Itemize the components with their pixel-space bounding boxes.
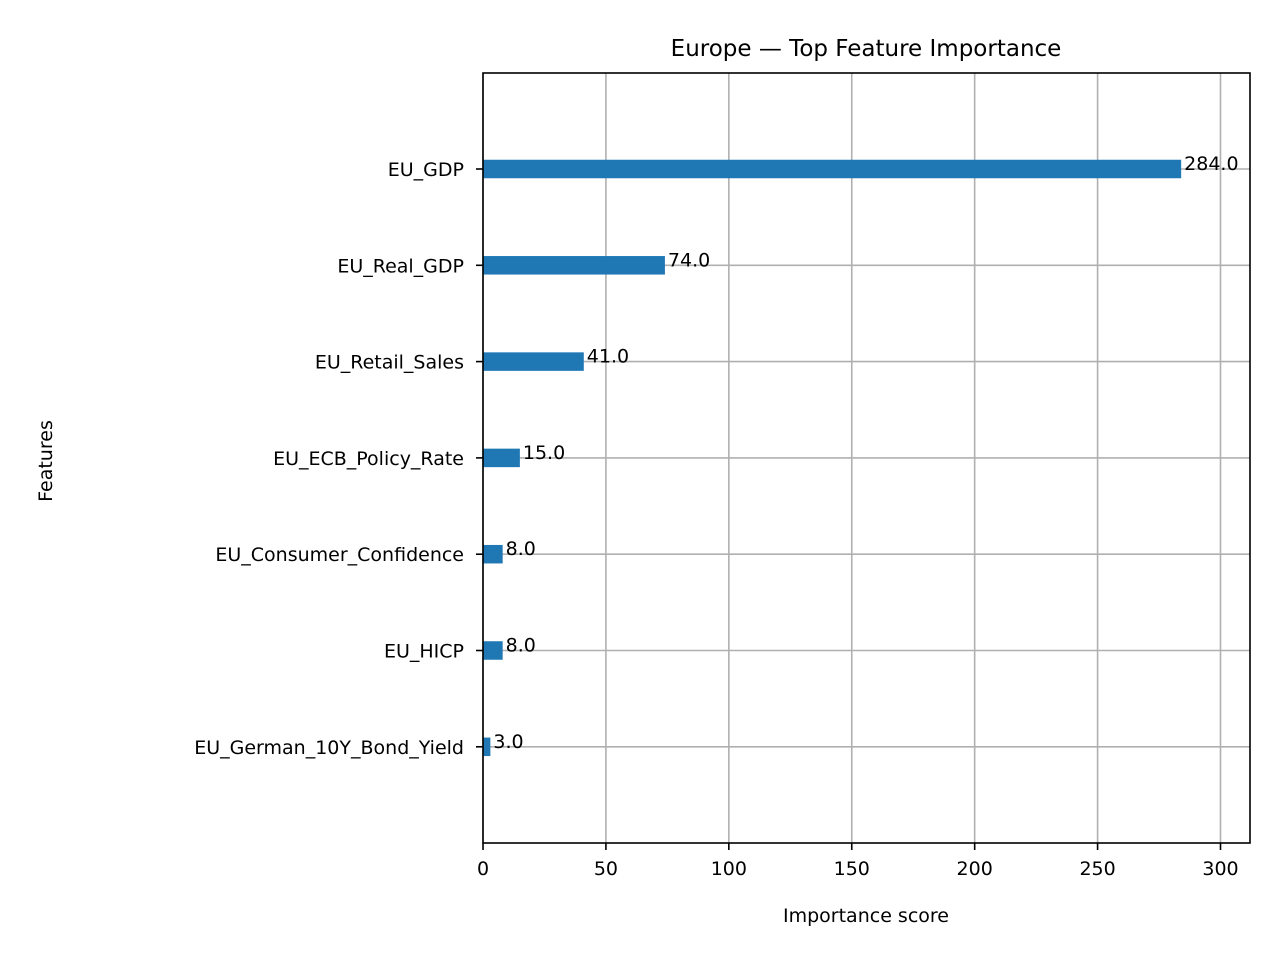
bar-eu-hicp: [483, 641, 503, 660]
y-tick-label: EU_Real_GDP: [337, 255, 464, 277]
bar-eu-consumer-confidence: [483, 544, 503, 564]
bar-value-label: 41.0: [587, 346, 629, 368]
y-tick-label: EU_GDP: [388, 159, 464, 181]
bar-value-label: 284.0: [1184, 153, 1238, 175]
y-tick-label: EU_ECB_Policy_Rate: [273, 448, 464, 470]
bar-value-label: 3.0: [493, 731, 523, 753]
y-tick-label: EU_Consumer_Confidence: [215, 544, 464, 566]
bar-value-label: 8.0: [506, 635, 536, 657]
x-tick-label: 200: [957, 858, 993, 880]
x-tick-label: 100: [711, 858, 747, 880]
x-tick-label: 0: [477, 858, 489, 880]
y-axis-label: Features: [35, 420, 57, 502]
bar-eu-gdp: [483, 159, 1182, 179]
bar-value-label: 15.0: [523, 442, 565, 464]
x-tick-label: 150: [834, 858, 870, 880]
bar-eu-real-gdp: [483, 256, 665, 275]
x-tick-label: 300: [1202, 858, 1238, 880]
bar-eu-ecb-policy-rate: [483, 448, 520, 468]
x-axis-label: Importance score: [783, 905, 949, 927]
labels-layer: 284.0 74.0 41.0 15.0 8.0 8.0 3.0: [493, 153, 1238, 753]
y-tick-label: EU_Retail_Sales: [315, 352, 464, 374]
plot-frame: [482, 72, 1251, 844]
ticks-layer: 0 50 100 150 200 250 300 EU_GDP EU_Real_GDP EU_Re…: [194, 159, 1238, 880]
bars-layer: [483, 159, 1182, 757]
y-tick-label: EU_HICP: [384, 641, 464, 663]
grid-layer: [482, 73, 1250, 843]
bar-value-label: 8.0: [506, 538, 536, 560]
bar-eu-german-10y-bond-yield: [483, 737, 491, 757]
bar-eu-retail-sales: [483, 352, 584, 371]
y-tick-label: EU_German_10Y_Bond_Yield: [194, 737, 464, 759]
x-tick-label: 50: [594, 858, 618, 880]
bar-value-label: 74.0: [668, 249, 710, 271]
x-tick-label: 250: [1079, 858, 1115, 880]
chart-title: Europe — Top Feature Importance: [671, 36, 1062, 62]
